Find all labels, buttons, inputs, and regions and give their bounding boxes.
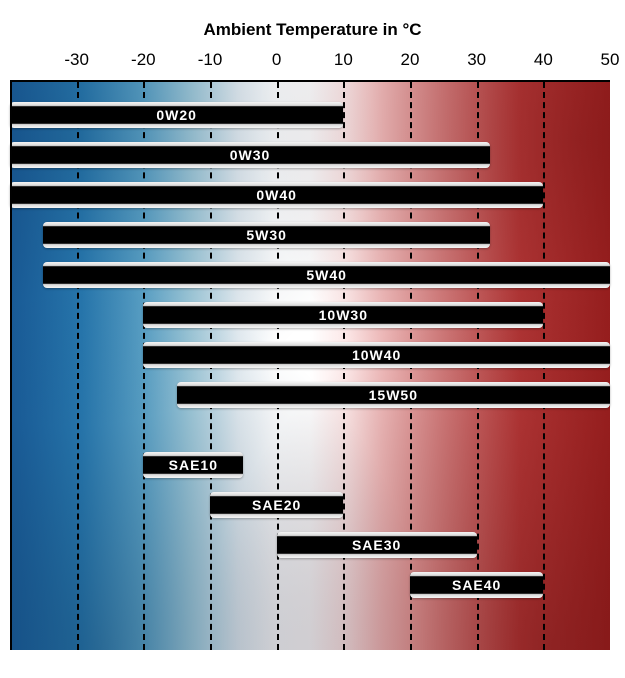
x-tick-label: 50: [601, 50, 620, 70]
bar-label: SAE20: [252, 497, 301, 513]
bar-label: 0W20: [156, 107, 197, 123]
range-bar: SAE30: [277, 532, 477, 558]
range-bar: 10W30: [143, 302, 543, 328]
bar-label: 0W40: [256, 187, 297, 203]
range-bar: 5W30: [43, 222, 490, 248]
bar-label: 15W50: [369, 387, 418, 403]
x-tick-label: 20: [401, 50, 420, 70]
x-tick-label: 10: [334, 50, 353, 70]
range-bar: 0W30: [10, 142, 490, 168]
range-bar: 0W40: [10, 182, 543, 208]
bar-label: SAE40: [452, 577, 501, 593]
range-bar: SAE20: [210, 492, 343, 518]
bar-label: 10W40: [352, 347, 401, 363]
range-bar: SAE40: [410, 572, 543, 598]
x-tick-label: -10: [198, 50, 223, 70]
oil-viscosity-chart: Ambient Temperature in °C -30 -20 -10 0 10 20…: [10, 20, 615, 660]
x-tick-label: -30: [64, 50, 89, 70]
x-tick-label: 0: [272, 50, 281, 70]
x-tick-label: 30: [467, 50, 486, 70]
bar-label: 5W40: [306, 267, 347, 283]
range-bar: 0W20: [10, 102, 343, 128]
x-tick-label: 40: [534, 50, 553, 70]
range-bar: 10W40: [143, 342, 610, 368]
bar-label: SAE30: [352, 537, 401, 553]
y-axis-line: [10, 80, 12, 650]
bar-label: 10W30: [319, 307, 368, 323]
plot-area: 0W20 0W30 0W40 5W30 5W40 10W30 10W40 15W50 SAE10…: [10, 80, 610, 650]
bar-label: 5W30: [246, 227, 287, 243]
bar-label: 0W30: [230, 147, 271, 163]
range-bar: SAE10: [143, 452, 243, 478]
range-bar: 15W50: [177, 382, 610, 408]
range-bar: 5W40: [43, 262, 610, 288]
x-tick-label: -20: [131, 50, 156, 70]
chart-title: Ambient Temperature in °C: [10, 20, 615, 40]
bar-label: SAE10: [169, 457, 218, 473]
